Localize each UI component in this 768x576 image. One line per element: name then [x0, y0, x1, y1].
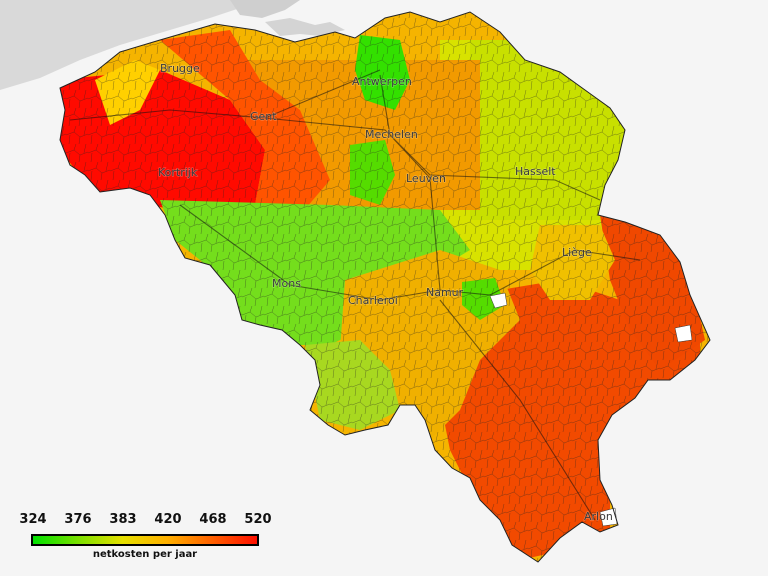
city-label-mons: Mons: [272, 277, 301, 290]
city-label-charleroi: Charleroi: [348, 294, 398, 307]
city-label-kortrijk: Kortrijk: [158, 166, 198, 179]
city-label-mechelen: Mechelen: [365, 128, 418, 141]
legend-color-bar: [31, 534, 259, 546]
legend-tick: 468: [199, 512, 227, 527]
legend-tick: 520: [244, 512, 272, 527]
legend-caption: netkosten per jaar: [92, 549, 198, 560]
neighbor-land: [0, 0, 260, 90]
exclave-white: [489, 292, 508, 309]
neighbor-land-island: [230, 0, 300, 18]
city-label-namur: Namur: [426, 286, 464, 299]
city-label-brugge: Brugge: [160, 62, 200, 75]
motorway-lines: [69, 69, 641, 521]
legend-tick: 324: [19, 512, 47, 527]
city-label-arlon: Arlon: [584, 510, 613, 523]
city-label-leuven: Leuven: [406, 172, 446, 185]
legend-tick: 383: [109, 512, 137, 527]
exclave-white: [674, 324, 693, 343]
city-label-liege: Liège: [562, 246, 592, 259]
legend-tick: 376: [64, 512, 92, 527]
belgium-border: [59, 11, 711, 563]
color-legend: 324 376 383 420 468 520 netkosten per ja…: [18, 512, 272, 568]
city-label-hasselt: Hasselt: [515, 165, 556, 178]
neighbor-land-zeeland: [265, 18, 345, 36]
city-label-antwerpen: Antwerpen: [352, 75, 412, 88]
exclave-white: [599, 507, 618, 527]
legend-tick: 420: [154, 512, 182, 527]
city-label-gent: Gent: [250, 110, 277, 123]
